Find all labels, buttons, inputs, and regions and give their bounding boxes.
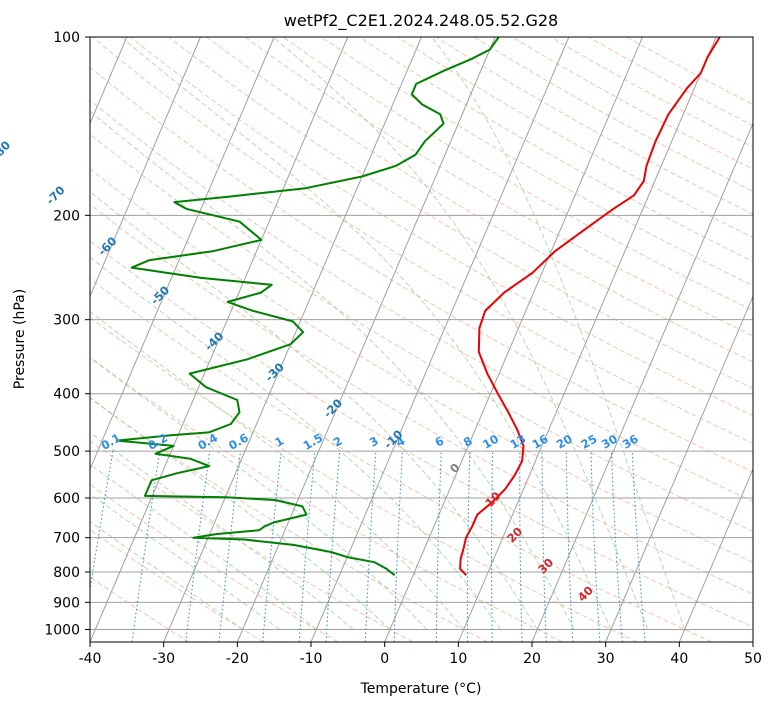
y-tick-label: 900 [53, 595, 80, 611]
x-tick-label: -10 [300, 651, 323, 667]
x-tick-label: 30 [597, 651, 615, 667]
x-axis-title: Temperature (°C) [360, 681, 482, 697]
y-tick-label: 300 [53, 313, 80, 329]
y-tick-label: 100 [53, 30, 80, 46]
chart-title: wetPf2_C2E1.2024.248.05.52.G28 [284, 11, 558, 31]
x-tick-label: 50 [744, 651, 762, 667]
plot-background [90, 37, 753, 642]
x-tick-label: -30 [152, 651, 175, 667]
y-tick-label: 400 [53, 387, 80, 403]
y-axis-title: Pressure (hPa) [12, 289, 28, 389]
x-tick-label: 40 [670, 651, 688, 667]
x-tick-label: -40 [79, 651, 102, 667]
x-tick-label: 20 [523, 651, 541, 667]
x-tick-label: -20 [226, 651, 249, 667]
x-tick-label: 0 [380, 651, 389, 667]
x-tick-label: 10 [449, 651, 467, 667]
y-tick-label: 600 [53, 491, 80, 507]
isotherm-line [753, 37, 775, 642]
y-tick-label: 500 [53, 444, 80, 460]
isotherm-label: -80 [0, 138, 13, 163]
isotherm-label: -70 [43, 183, 68, 208]
y-tick-label: 800 [53, 565, 80, 581]
y-tick-label: 1000 [44, 622, 80, 638]
y-tick-label: 200 [53, 208, 80, 224]
y-tick-label: 700 [53, 531, 80, 547]
